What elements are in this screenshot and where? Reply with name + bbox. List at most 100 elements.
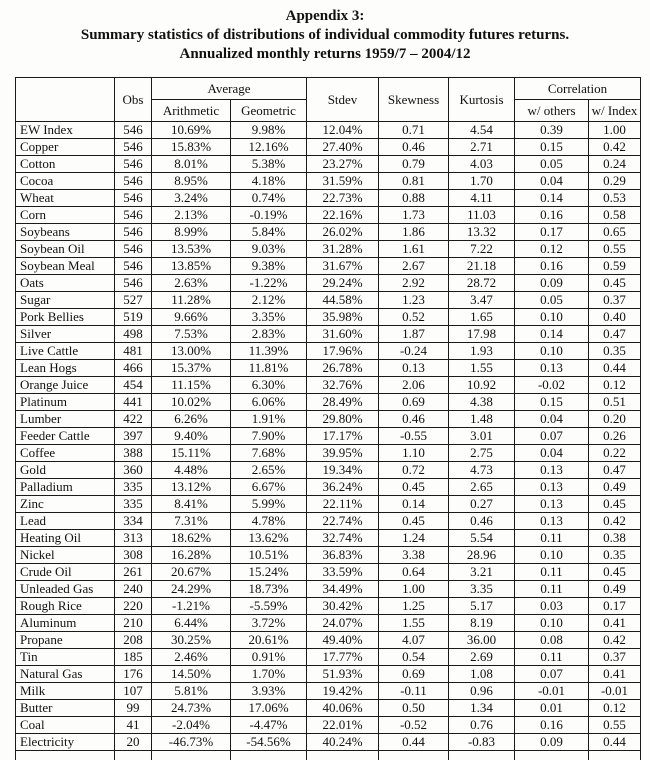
w-index-cell: 0.47 (589, 462, 641, 479)
w-others-cell: 0.14 (515, 190, 589, 207)
stdev-cell: 31.59% (307, 173, 379, 190)
header-kurtosis: Kurtosis (449, 78, 515, 122)
skewness-cell: 0.69 (379, 394, 449, 411)
kurtosis-cell: 8.19 (449, 615, 515, 632)
header-w-others: w/ others (515, 100, 589, 122)
commodity-name-cell: Natural Gas (16, 666, 115, 683)
geometric-cell: 10.51% (231, 547, 307, 564)
w-others-cell: 0.13 (515, 462, 589, 479)
w-others-cell: 0.10 (515, 309, 589, 326)
stdev-cell: 32.74% (307, 530, 379, 547)
skewness-cell: 0.52 (379, 309, 449, 326)
skewness-cell: 1.00 (379, 581, 449, 598)
kurtosis-cell: 5.54 (449, 530, 515, 547)
geometric-cell: 4.78% (231, 513, 307, 530)
geometric-cell: 5.99% (231, 496, 307, 513)
skewness-cell: 2.92 (379, 275, 449, 292)
obs-cell: 240 (115, 581, 152, 598)
w-index-cell: 0.65 (589, 224, 641, 241)
skewness-cell: 4.07 (379, 632, 449, 649)
appendix-title: Appendix 3: Summary statistics of distri… (0, 0, 650, 64)
w-others-cell: -0.01 (515, 683, 589, 700)
stdev-cell: 40.06% (307, 700, 379, 717)
skewness-cell: 2.67 (379, 258, 449, 275)
w-others-cell: 0.16 (515, 717, 589, 734)
header-geometric: Geometric (231, 100, 307, 122)
commodity-name-cell: Silver (16, 326, 115, 343)
commodity-name-cell: Lean Hogs (16, 360, 115, 377)
obs-cell: 498 (115, 326, 152, 343)
kurtosis-cell: 28.96 (449, 547, 515, 564)
commodity-name-cell: Lumber (16, 411, 115, 428)
commodity-name-cell: Unleaded Gas (16, 581, 115, 598)
stdev-cell: 17.77% (307, 649, 379, 666)
kurtosis-cell: 1.34 (449, 700, 515, 717)
stdev-cell: 22.01% (307, 717, 379, 734)
commodity-name-cell: Cocoa (16, 173, 115, 190)
arithmetic-cell: 11.28% (152, 292, 231, 309)
obs-cell: 527 (115, 292, 152, 309)
geometric-cell: 11.81% (231, 360, 307, 377)
geometric-cell: 6.30% (231, 377, 307, 394)
title-line-2: Summary statistics of distributions of i… (0, 26, 650, 45)
table-header: Obs Average Stdev Skewness Kurtosis Corr… (16, 78, 641, 122)
w-others-cell: 0.09 (515, 734, 589, 751)
w-others-cell: 0.11 (515, 581, 589, 598)
commodity-name-cell: Nickel (16, 547, 115, 564)
geometric-cell: 18.73% (231, 581, 307, 598)
w-index-cell: 0.29 (589, 173, 641, 190)
geometric-cell: -0.19% (231, 207, 307, 224)
summary-statistics-table: Obs Average Stdev Skewness Kurtosis Corr… (15, 77, 641, 760)
stdev-cell: 36.24% (307, 479, 379, 496)
w-index-cell: 0.20 (589, 411, 641, 428)
skewness-cell: 0.54 (379, 649, 449, 666)
kurtosis-cell: 0.46 (449, 513, 515, 530)
skewness-cell: 0.45 (379, 513, 449, 530)
kurtosis-cell: 0.76 (449, 717, 515, 734)
skewness-cell: 1.24 (379, 530, 449, 547)
stdev-cell: 27.40% (307, 139, 379, 156)
obs-cell: 334 (115, 513, 152, 530)
header-arithmetic: Arithmetic (152, 100, 231, 122)
arithmetic-cell: 24.73% (152, 700, 231, 717)
arithmetic-cell: 2.13% (152, 207, 231, 224)
obs-cell: 546 (115, 241, 152, 258)
commodity-name-cell: Lead (16, 513, 115, 530)
stdev-cell: 19.34% (307, 462, 379, 479)
w-index-cell: 0.37 (589, 649, 641, 666)
w-index-cell: 0.44 (589, 734, 641, 751)
header-w-index: w/ Index (589, 100, 641, 122)
obs-cell: 546 (115, 258, 152, 275)
w-others-cell: 0.15 (515, 139, 589, 156)
w-index-cell: 0.58 (589, 207, 641, 224)
w-others-cell: 0.11 (515, 649, 589, 666)
stdev-cell: 34.49% (307, 581, 379, 598)
stdev-cell: 22.11% (307, 496, 379, 513)
kurtosis-cell: -0.83 (449, 734, 515, 751)
w-others-cell: 0.10 (515, 615, 589, 632)
geometric-cell: 13.62% (231, 530, 307, 547)
w-index-cell: 0.41 (589, 615, 641, 632)
w-index-cell: 0.47 (589, 326, 641, 343)
stdev-cell: 39.95% (307, 445, 379, 462)
w-others-cell: 0.13 (515, 496, 589, 513)
stdev-cell: 22.73% (307, 190, 379, 207)
commodity-name-cell: Crude Oil (16, 564, 115, 581)
skewness-cell: 0.72 (379, 462, 449, 479)
skewness-cell: 1.86 (379, 224, 449, 241)
geometric-cell: 11.39% (231, 343, 307, 360)
obs-cell: 210 (115, 615, 152, 632)
obs-cell: 441 (115, 394, 152, 411)
skewness-cell: 1.25 (379, 598, 449, 615)
geometric-cell: 0.74% (231, 190, 307, 207)
stdev-cell: 23.27% (307, 156, 379, 173)
commodity-name-cell: Zinc (16, 496, 115, 513)
arithmetic-cell: 15.11% (152, 445, 231, 462)
geometric-cell: 3.35% (231, 309, 307, 326)
